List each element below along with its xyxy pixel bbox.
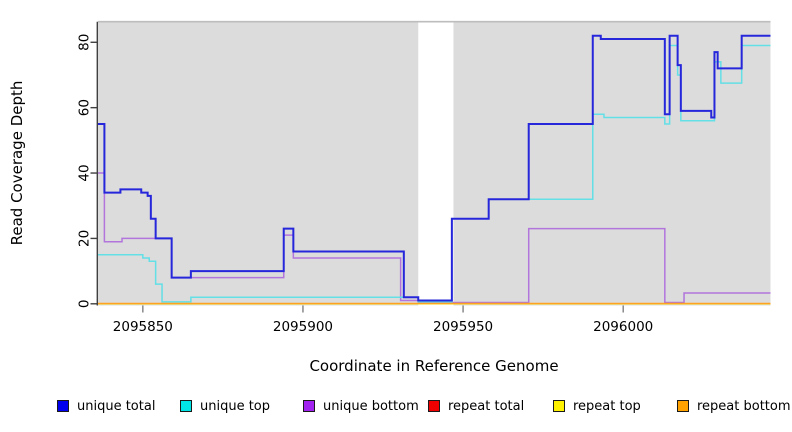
legend-swatch-unique-total — [57, 400, 69, 412]
legend: unique total unique top unique bottom re… — [0, 398, 792, 418]
legend-swatch-repeat-top — [553, 400, 565, 412]
y-axis-tick-label: 60 — [77, 99, 93, 116]
legend-item-repeat-bottom: repeat bottom — [677, 398, 791, 414]
legend-item-unique-total: unique total — [57, 398, 155, 414]
x-axis-tick-label: 2095850 — [113, 319, 173, 335]
legend-swatch-unique-top — [180, 400, 192, 412]
legend-label-unique-total: unique total — [77, 398, 156, 414]
legend-label-repeat-total: repeat total — [448, 398, 525, 414]
x-axis-tick-label: 2096000 — [593, 319, 653, 335]
series-unique-bottom — [98, 172, 771, 304]
legend-item-repeat-total: repeat total — [428, 398, 524, 414]
x-axis-tick-label: 2095900 — [273, 319, 333, 335]
legend-label-repeat-top: repeat top — [573, 398, 641, 414]
legend-item-unique-bottom: unique bottom — [303, 398, 419, 414]
legend-label-unique-bottom: unique bottom — [323, 398, 419, 414]
legend-swatch-repeat-bottom — [677, 400, 689, 412]
x-axis-tick-label: 2095950 — [433, 319, 493, 335]
legend-label-repeat-bottom: repeat bottom — [697, 398, 791, 414]
legend-label-unique-top: unique top — [200, 398, 271, 414]
legend-item-repeat-top: repeat top — [553, 398, 641, 414]
legend-swatch-repeat-total — [428, 400, 440, 412]
y-axis-tick-label: 80 — [77, 34, 93, 51]
series-unique-total — [98, 34, 771, 302]
legend-item-unique-top: unique top — [180, 398, 270, 414]
x-axis-title: Coordinate in Reference Genome — [309, 357, 559, 375]
y-axis-title: Read Coverage Depth — [8, 80, 26, 246]
y-axis-tick-label: 40 — [77, 164, 93, 181]
y-axis-tick-label: 0 — [77, 300, 93, 309]
y-axis-tick-label: 20 — [77, 230, 93, 247]
legend-swatch-unique-bottom — [303, 400, 315, 412]
gap-region — [418, 13, 454, 306]
